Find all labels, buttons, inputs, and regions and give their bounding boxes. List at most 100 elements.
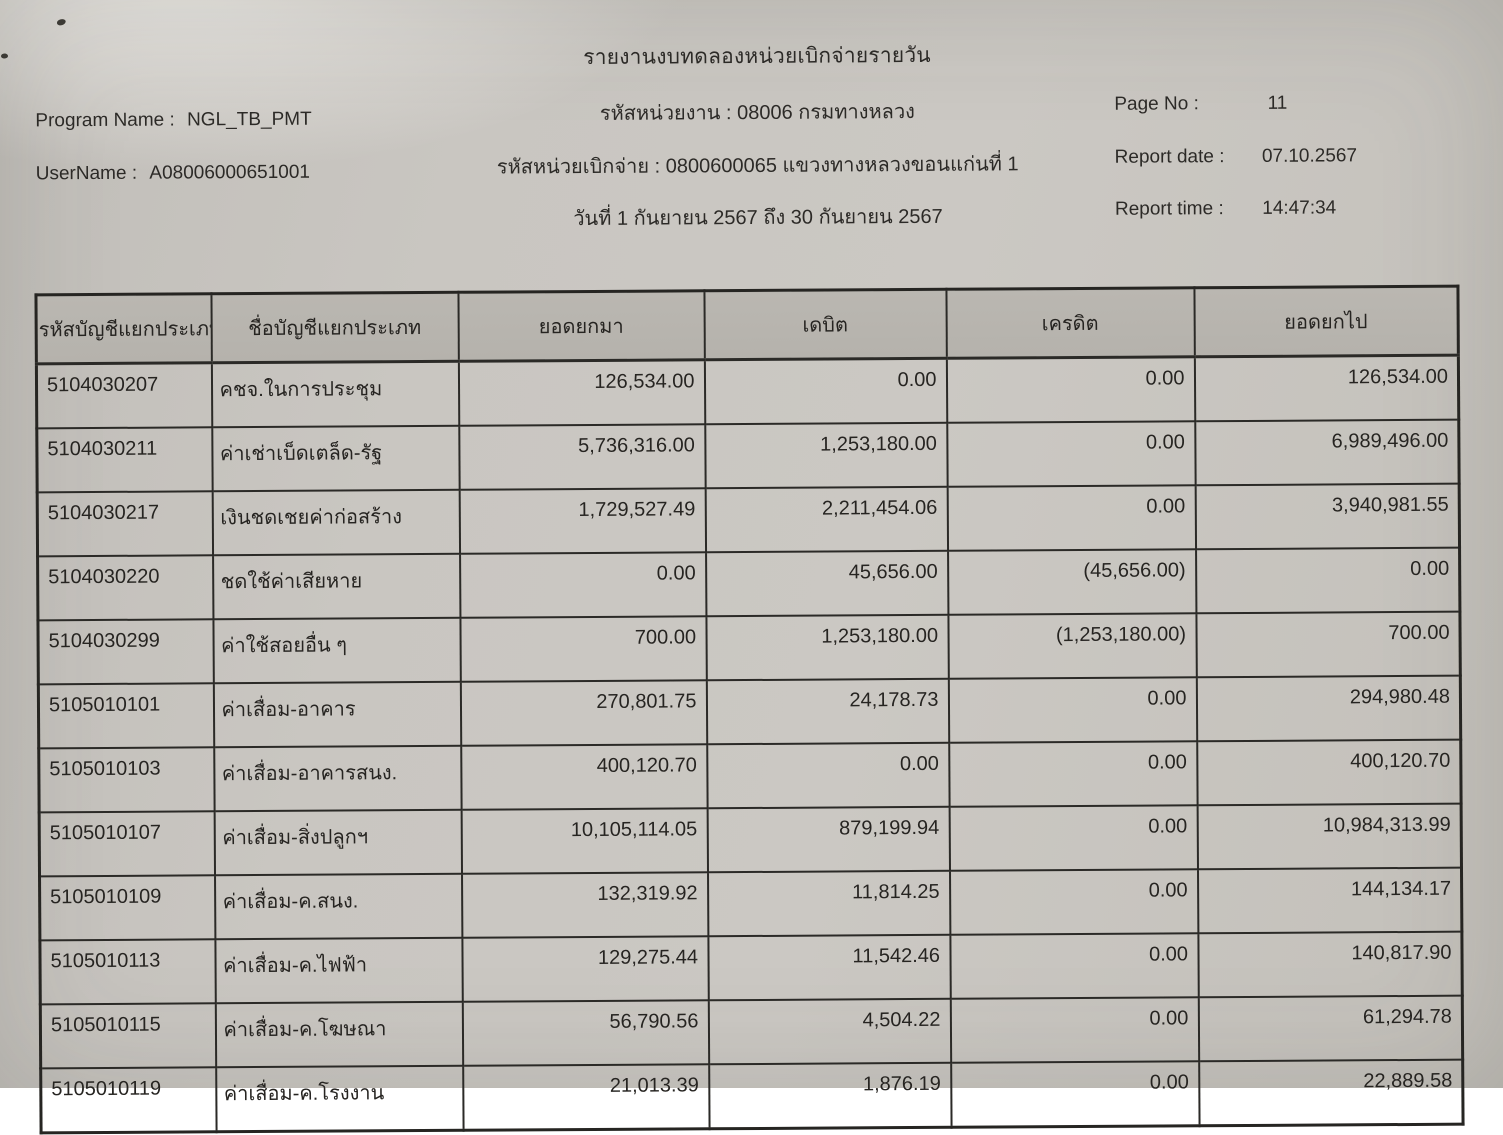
cell-closing-balance: 700.00 <box>1195 611 1461 678</box>
cell-opening-balance: 270,801.75 <box>460 680 707 746</box>
cell-account-code: 5105010115 <box>40 1003 216 1069</box>
page-no-line: Page No : 11 <box>1114 92 1474 116</box>
cell-credit: 0.00 <box>946 356 1195 423</box>
cell-debit: 1,253,180.00 <box>704 422 948 489</box>
table-row: 5105010101 ค่าเสื่อม-อาคาร 270,801.75 24,17… <box>38 675 1461 749</box>
program-name-label: Program Name : <box>35 109 175 132</box>
column-header-debit: เดบิต <box>703 289 947 360</box>
cell-credit: 0.00 <box>949 869 1198 935</box>
cell-debit: 1,876.19 <box>708 1062 952 1129</box>
cell-closing-balance: 3,940,981.55 <box>1195 483 1460 550</box>
column-header-account-code: รหัสบัญชีแยกประเภท <box>35 293 212 364</box>
table-body: 5104030207 คชจ.ในการประชุม 126,534.00 0.00 0… <box>36 355 1464 1133</box>
cell-account-name: ค่าเสื่อม-ค.โฆษณา <box>215 1001 463 1068</box>
cell-opening-balance: 129,275.44 <box>461 936 709 1002</box>
report-page: รายงานงบทดลองหน่วยเบิกจ่ายรายวัน Program… <box>0 18 1475 1135</box>
table-row: 5104030299 ค่าใช้สอยอื่น ๆ 700.00 1,253,180… <box>37 611 1461 685</box>
cell-account-code: 5104030211 <box>36 427 213 493</box>
cell-account-name: ค่าเสื่อม-ค.สนง. <box>214 873 462 940</box>
cell-debit: 0.00 <box>704 358 947 425</box>
cell-account-name: คชจ.ในการประชุม <box>211 361 459 428</box>
cell-closing-balance: 10,984,313.99 <box>1197 803 1462 870</box>
report-time-label: Report time : <box>1114 198 1224 220</box>
table-row: 5105010107 ค่าเสื่อม-สิ่งปลูกฯ 10,105,114.… <box>39 803 1462 877</box>
disbursing-unit-line: รหัสหน่วยเบิกจ่าย : 0800600065 แขวงทางหล… <box>496 153 1019 179</box>
column-header-closing-balance: ยอดยกไป <box>1193 286 1459 357</box>
cell-opening-balance: 10,105,114.05 <box>461 808 708 874</box>
cell-closing-balance: 144,134.17 <box>1197 867 1462 934</box>
table-row: 5105010113 ค่าเสื่อม-ค.ไฟฟ้า 129,275.44 11,… <box>39 931 1463 1005</box>
cell-account-code: 5105010119 <box>40 1067 217 1133</box>
cell-account-name: ค่าเสื่อม-อาคารสนง. <box>213 745 462 812</box>
page-no-value: 11 <box>1267 92 1288 114</box>
cell-opening-balance: 400,120.70 <box>460 744 708 810</box>
cell-account-name: ชดใช้ค่าเสียหาย <box>212 553 460 620</box>
table-row: 5105010115 ค่าเสื่อม-ค.โฆษณา 56,790.56 4,50… <box>40 995 1463 1069</box>
cell-debit: 45,656.00 <box>705 550 948 617</box>
cell-closing-balance: 0.00 <box>1195 547 1460 614</box>
column-header-opening-balance: ยอดยกมา <box>457 290 705 362</box>
table-row: 5105010119 ค่าเสื่อม-ค.โรงงาน 21,013.39 1,8… <box>40 1059 1464 1133</box>
report-date-label: Report date : <box>1114 146 1225 168</box>
cell-credit: (1,253,180.00) <box>947 613 1197 679</box>
cell-account-name: ค่าใช้สอยอื่น ๆ <box>212 617 461 684</box>
column-header-credit: เครดิต <box>945 287 1195 359</box>
page-no-label: Page No : <box>1114 93 1199 115</box>
program-name-value: NGL_TB_PMT <box>186 108 312 131</box>
cell-account-code: 5104030207 <box>36 362 212 429</box>
table-row: 5104030207 คชจ.ในการประชุม 126,534.00 0.00 0… <box>36 355 1459 429</box>
cell-closing-balance: 126,534.00 <box>1194 355 1459 422</box>
username-value: A08006000651001 <box>149 161 311 184</box>
cell-credit: 0.00 <box>948 677 1197 743</box>
cell-account-name: ค่าเสื่อม-อาคาร <box>213 681 461 748</box>
cell-credit: 0.00 <box>947 485 1196 551</box>
cell-account-code: 5105010103 <box>38 747 215 813</box>
cell-opening-balance: 700.00 <box>459 616 707 682</box>
column-header-account-name: ชื่อบัญชีแยกประเภท <box>210 292 459 363</box>
agency-code-line: รหัสหน่วยงาน : 08006 กรมทางหลวง <box>599 100 915 125</box>
cell-closing-balance: 61,294.78 <box>1198 995 1463 1062</box>
cell-closing-balance: 6,989,496.00 <box>1194 419 1460 486</box>
cell-closing-balance: 140,817.90 <box>1197 931 1463 998</box>
cell-opening-balance: 132,319.92 <box>461 872 708 938</box>
paper-speck <box>0 53 9 59</box>
username-line: UserName : A08006000651001 <box>36 162 310 186</box>
cell-account-name: ค่าเสื่อม-สิ่งปลูกฯ <box>214 809 462 876</box>
cell-opening-balance: 21,013.39 <box>462 1064 710 1131</box>
report-time-line: Report time : 14:47:34 <box>1115 197 1475 221</box>
cell-debit: 4,504.22 <box>708 998 951 1065</box>
cell-debit: 24,178.73 <box>706 678 949 745</box>
cell-closing-balance: 22,889.58 <box>1198 1059 1464 1126</box>
report-title: รายงานงบทดลองหน่วยเบิกจ่ายรายวัน <box>583 43 931 70</box>
cell-credit: 0.00 <box>950 997 1199 1063</box>
cell-opening-balance: 5,736,316.00 <box>458 424 706 490</box>
cell-opening-balance: 0.00 <box>459 552 706 618</box>
date-range-line: วันที่ 1 กันยายน 2567 ถึง 30 กันยายน 256… <box>573 205 943 231</box>
cell-debit: 11,814.25 <box>707 870 950 937</box>
cell-debit: 2,211,454.06 <box>705 486 948 553</box>
cell-account-name: ค่าเช่าเบ็ดเตล็ด-รัฐ <box>211 425 460 492</box>
cell-debit: 0.00 <box>706 742 950 809</box>
cell-credit: 0.00 <box>950 1061 1200 1128</box>
cell-account-code: 5104030220 <box>37 555 213 621</box>
cell-account-code: 5104030217 <box>37 491 213 557</box>
cell-account-code: 5105010113 <box>39 939 216 1005</box>
cell-opening-balance: 1,729,527.49 <box>459 488 706 554</box>
report-date-line: Report date : 07.10.2567 <box>1115 145 1475 169</box>
cell-opening-balance: 56,790.56 <box>462 1000 709 1066</box>
program-name-line: Program Name : NGL_TB_PMT <box>35 109 311 133</box>
cell-account-code: 5105010107 <box>39 811 215 877</box>
report-time-value: 14:47:34 <box>1262 197 1337 219</box>
cell-credit: 0.00 <box>948 741 1198 807</box>
table-header: รหัสบัญชีแยกประเภท ชื่อบัญชีแยกประเภท ยอดย… <box>35 286 1459 364</box>
cell-account-name: เงินชดเชยค่าก่อสร้าง <box>212 489 460 556</box>
cell-closing-balance: 400,120.70 <box>1196 739 1462 806</box>
cell-credit: (45,656.00) <box>947 549 1196 615</box>
cell-debit: 11,542.46 <box>707 934 951 1001</box>
cell-account-code: 5104030299 <box>37 619 214 685</box>
table-row: 5104030220 ชดใช้ค่าเสียหาย 0.00 45,656.00 (4… <box>37 547 1460 621</box>
cell-credit: 0.00 <box>946 421 1196 487</box>
cell-debit: 879,199.94 <box>707 806 950 873</box>
cell-account-code: 5105010101 <box>38 683 214 749</box>
